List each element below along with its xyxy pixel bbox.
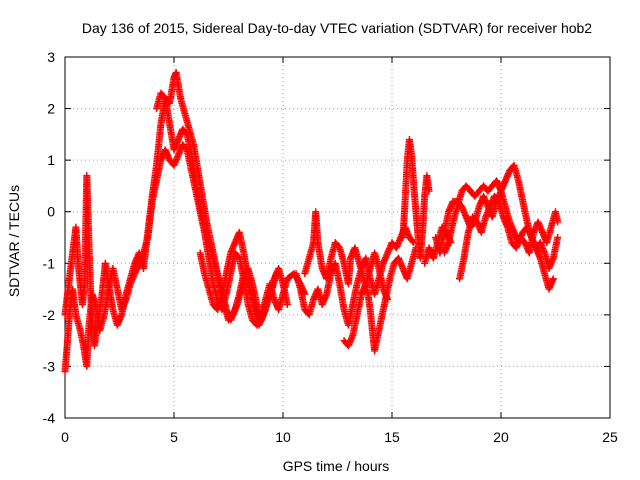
x-axis-label: GPS time / hours <box>283 458 390 474</box>
y-tick-label: -4 <box>43 410 56 426</box>
data-point <box>554 234 562 241</box>
plot-frame <box>64 56 611 419</box>
data-point <box>447 239 455 247</box>
x-tick-label: 10 <box>275 429 291 445</box>
x-tick-label: 25 <box>602 429 618 445</box>
data-point <box>554 218 562 226</box>
y-tick-label: 3 <box>47 49 55 65</box>
y-tick-label: 2 <box>47 101 55 117</box>
axes: 0 5 10 15 20 25 -4 -3 -2 -1 0 1 2 3 <box>43 49 618 445</box>
y-tick-label: -1 <box>43 255 56 271</box>
y-tick-label: -2 <box>43 307 56 323</box>
y-tick-label: -3 <box>43 358 56 374</box>
x-tick-label: 20 <box>493 429 509 445</box>
data-point <box>262 301 270 309</box>
chart-title: Day 136 of 2015, Sidereal Day-to-day VTE… <box>82 20 592 36</box>
data-point <box>549 275 557 283</box>
x-tick-label: 15 <box>384 429 400 445</box>
data-point <box>425 187 433 195</box>
y-tick-label: 1 <box>47 152 55 168</box>
x-tick-label: 5 <box>170 429 178 445</box>
x-tick-label: 0 <box>61 429 69 445</box>
y-axis-label: SDTVAR / TECUs <box>6 185 22 297</box>
y-tick-label: 0 <box>47 204 55 220</box>
data-point <box>384 295 392 303</box>
data-points <box>61 68 562 376</box>
data-point <box>283 301 291 309</box>
